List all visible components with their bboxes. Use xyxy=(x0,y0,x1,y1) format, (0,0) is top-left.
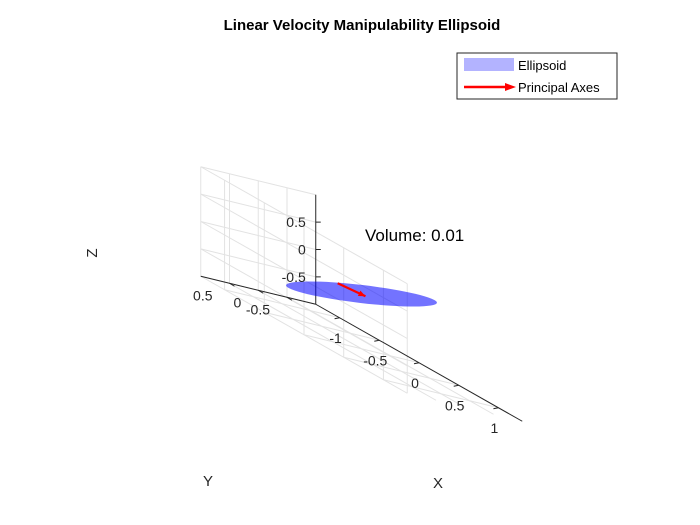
side-wall-grid-z xyxy=(200,193,316,223)
y-axis-label: Y xyxy=(203,473,213,490)
x-tick-label: -0.5 xyxy=(363,352,387,368)
y-tick-mark xyxy=(257,289,264,294)
x-tick-mark xyxy=(334,317,340,320)
tick-layer: -1 -0.5 0 0.5 1 -0.5 0 0.5 -0.5 0 0.5 xyxy=(193,214,498,436)
z-axis-label: Z xyxy=(84,248,101,257)
legend-axes-arrowhead xyxy=(505,83,516,91)
x-tick-label: 0 xyxy=(411,375,419,391)
data-layer xyxy=(286,281,437,307)
volume-annotation: Volume: 0.01 xyxy=(365,226,464,245)
legend[interactable]: Ellipsoid Principal Axes xyxy=(456,52,618,100)
y-tick-label: 0.5 xyxy=(193,287,213,303)
x-tick-mark xyxy=(413,362,420,365)
x-tick-label: 0.5 xyxy=(445,397,465,413)
z-tick-label: 0.5 xyxy=(286,214,306,230)
z-tick-label: -0.5 xyxy=(282,269,306,285)
back-wall-grid-z xyxy=(200,248,408,367)
y-tick-label: 0 xyxy=(233,294,241,310)
y-tick-mark xyxy=(229,282,235,287)
chart-title: Linear Velocity Manipulability Ellipsoid xyxy=(224,17,501,34)
legend-axes-label: Principal Axes xyxy=(518,80,600,95)
legend-ellipsoid-swatch xyxy=(464,58,514,71)
side-wall-grid-z xyxy=(200,221,316,250)
legend-ellipsoid-label: Ellipsoid xyxy=(518,58,566,73)
y-tick-label: -0.5 xyxy=(246,301,270,317)
x-tick-label: 1 xyxy=(491,420,499,436)
x-axis-label: X xyxy=(433,475,443,492)
x-tick-mark xyxy=(453,384,459,387)
side-wall-grid-z xyxy=(200,248,316,278)
x-tick-label: -1 xyxy=(329,330,342,346)
x-tick-mark xyxy=(493,407,499,410)
principal-axis-arrowhead xyxy=(357,290,366,297)
z-tick-label: 0 xyxy=(298,242,306,258)
box-edge xyxy=(200,166,316,196)
x-tick-mark xyxy=(374,339,380,342)
box-edge xyxy=(200,275,408,394)
box-edge xyxy=(200,166,408,285)
back-wall-grid-z xyxy=(200,221,408,339)
y-tick-mark xyxy=(286,296,293,301)
floor-grid-y xyxy=(258,289,465,408)
